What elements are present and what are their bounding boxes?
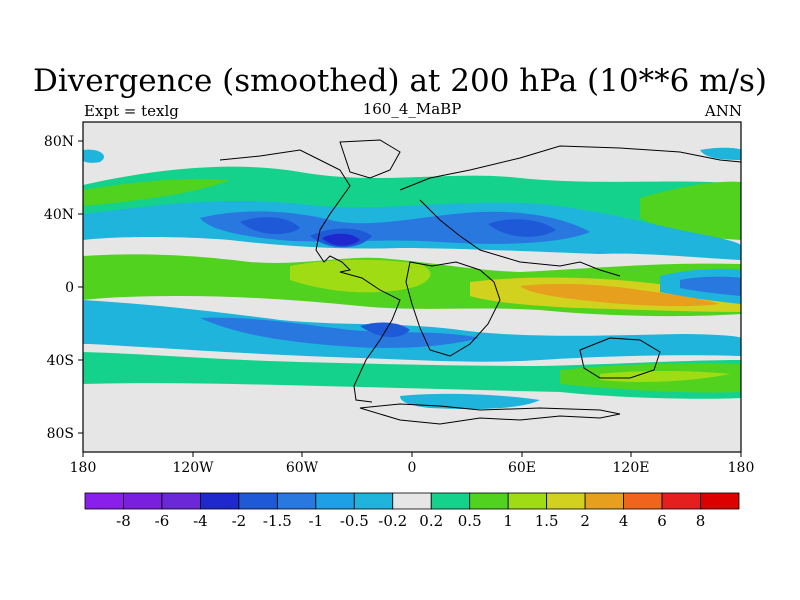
colorbar-swatch [84,492,124,510]
y-tick-labels: 80N 40N 0 40S 80S [44,134,74,442]
colorbar-swatch [238,492,278,510]
y-tick-label: 40S [47,353,74,369]
contour-south-pos-green [83,352,741,399]
map-ticks [78,140,742,457]
colorbar-swatch [430,492,471,510]
y-tick-label: 80N [44,134,74,150]
contour-arctic-neg [83,149,104,163]
contour-south-neg-dark [360,322,410,338]
x-tick-labels: 180 120W 60W 0 60E 120E 180 [70,460,755,476]
contour-north-green [83,178,230,206]
colorbar-label: 6 [657,512,667,530]
colorbar-label: -2 [232,512,247,530]
colorbar-label: 0.2 [419,512,443,530]
x-tick-label: 120W [172,460,214,476]
colorbar-label: -6 [155,512,170,530]
contour-neg-north-mid [200,211,590,244]
colorbar-label: 1.5 [535,512,559,530]
colorbar-label: 8 [696,512,706,530]
contour-tropic-yellow [290,259,431,293]
colorbar-swatch [276,492,317,510]
colorbar-label: 4 [619,512,629,530]
contour-neg-north-dark1 [240,217,300,235]
contour-south-pos-yellow [600,371,730,382]
x-tick-label: 60E [508,460,536,476]
colorbar: -8 -6 -4 -2 -1.5 -1 -0.5 -0.2 0.2 0.5 1 1.5 2 4 6 8 [84,492,740,530]
x-tick-label: 0 [408,460,417,476]
coastline-south-america [339,271,401,403]
colorbar-label: -1.5 [263,512,292,530]
colorbar-swatch [623,492,663,510]
contour-tropic-orange [520,283,720,307]
colorbar-swatch [546,492,586,510]
contour-south-neg-light [83,300,741,362]
coastline-africa [405,261,501,357]
y-tick-label: 80S [47,426,74,442]
colorbar-label: -4 [193,512,208,530]
colorbar-swatch [507,492,548,510]
y-tick-label: 40N [44,207,74,223]
colorbar-swatch [392,492,432,510]
coastline-eurasia [399,145,742,277]
map-title: Divergence (smoothed) at 200 hPa (10**6 … [33,63,767,99]
colorbar-swatch [661,492,701,510]
x-tick-label: 180 [70,460,97,476]
coastline-australia [579,337,661,379]
x-tick-label: 60W [286,460,319,476]
colorbar-swatch [353,492,394,510]
coastline-greenland [339,139,401,179]
colorbar-label: 2 [580,512,590,530]
season-label: ANN [704,102,742,120]
case-label: 160_4_MaBP [362,100,462,118]
x-tick-label: 180 [728,460,755,476]
colorbar-swatch [700,492,740,510]
colorbar-label: -0.5 [340,512,369,530]
contour-arctic-ne-neg [700,147,741,160]
colorbar-label: -8 [116,512,131,530]
colorbar-swatch [315,492,355,510]
colorbar-label: 0.5 [458,512,482,530]
colorbar-swatch [161,492,201,510]
contour-ne-green [640,181,741,240]
coastline-north-america [219,149,352,273]
contour-neg-north-dark3 [488,219,556,237]
colorbar-label: 1 [503,512,513,530]
y-tick-label: 0 [65,280,74,296]
experiment-label: Expt = texlg [84,102,179,120]
colorbar-swatch [584,492,624,510]
contour-neg-north-deepest [322,233,360,246]
colorbar-swatch [123,492,163,510]
divergence-field [83,147,741,410]
coastlines [219,139,742,425]
contour-tropic-east-neg-dark [680,276,741,296]
colorbar-label: -0.2 [378,512,407,530]
x-tick-label: 120E [613,460,650,476]
colorbar-swatch [469,492,509,510]
colorbar-label: -1 [309,512,324,530]
colorbar-swatch [200,492,240,510]
contour-south-neg-mid [200,317,480,348]
coastline-antarctica [359,403,621,425]
